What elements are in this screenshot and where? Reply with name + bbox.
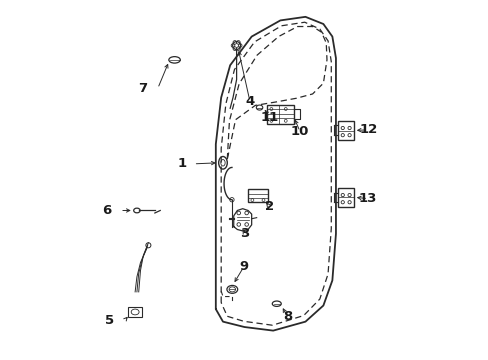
Text: 7: 7: [138, 82, 146, 95]
Bar: [247, 189, 267, 202]
Text: 9: 9: [239, 260, 248, 273]
Text: 4: 4: [245, 95, 254, 108]
Text: 8: 8: [283, 310, 291, 324]
Bar: [266, 105, 293, 125]
Text: 5: 5: [105, 314, 114, 327]
Text: 12: 12: [358, 123, 377, 136]
Text: 11: 11: [260, 111, 278, 124]
Text: 13: 13: [358, 192, 377, 205]
Text: 6: 6: [102, 204, 111, 217]
Bar: [128, 307, 142, 317]
Text: 10: 10: [290, 125, 308, 138]
Text: 2: 2: [264, 201, 274, 213]
Bar: [338, 121, 353, 140]
Text: 3: 3: [240, 226, 248, 239]
Bar: [338, 188, 353, 207]
Text: 1: 1: [177, 157, 186, 170]
